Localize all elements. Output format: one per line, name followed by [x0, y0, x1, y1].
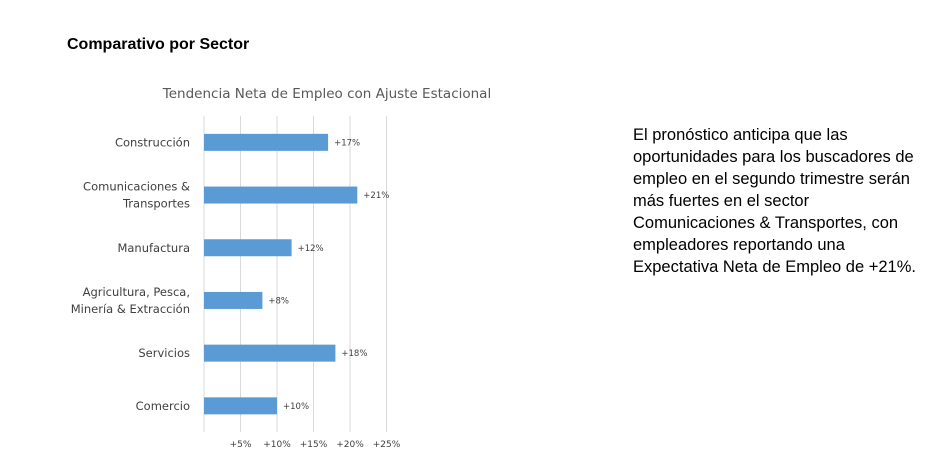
- category-label: Comercio: [136, 399, 190, 413]
- data-label: +18%: [341, 349, 367, 359]
- x-tick-label: +15%: [300, 440, 328, 450]
- category-label: Minería & Extracción: [71, 302, 190, 316]
- data-label: +8%: [268, 296, 289, 306]
- category-label: Agricultura, Pesca,: [83, 285, 190, 299]
- bar: [204, 397, 277, 415]
- x-tick-label: +20%: [336, 440, 364, 450]
- bar: [204, 239, 292, 257]
- category-label: Manufactura: [117, 241, 190, 255]
- category-label: Comunicaciones &: [83, 180, 190, 194]
- x-tick-label: +5%: [230, 440, 252, 450]
- section-heading: Comparativo por Sector: [67, 36, 250, 53]
- chart-title: Tendencia Neta de Empleo con Ajuste Esta…: [162, 86, 491, 102]
- bar: [204, 291, 263, 309]
- bar: [204, 133, 329, 151]
- bar: [204, 186, 358, 204]
- data-label: +17%: [334, 138, 360, 148]
- x-tick-label: +25%: [373, 440, 401, 450]
- summary-paragraph: El pronóstico anticipa que las oportunid…: [633, 126, 916, 276]
- category-label: Construcción: [115, 135, 190, 149]
- category-label: Transportes: [122, 197, 190, 211]
- data-label: +21%: [363, 191, 389, 201]
- x-tick-label: +10%: [263, 440, 291, 450]
- data-label: +12%: [298, 244, 324, 254]
- bar: [204, 344, 336, 362]
- data-label: +10%: [283, 402, 309, 412]
- category-label: Servicios: [138, 346, 190, 360]
